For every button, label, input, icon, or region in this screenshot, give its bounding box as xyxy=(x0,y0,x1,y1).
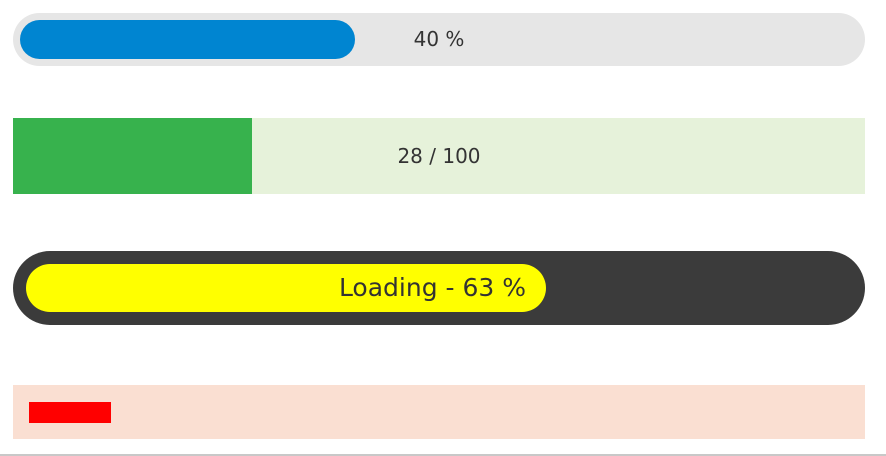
progress-bar-count: 28 / 100 xyxy=(13,118,865,194)
progress-label: 40 % xyxy=(413,27,465,51)
progress-bar-minimal xyxy=(13,385,865,439)
progress-fill xyxy=(13,118,252,194)
progress-bar-percent: 40 % xyxy=(13,13,865,66)
progress-fill xyxy=(20,20,355,59)
progress-bar-loading: Loading - 63 % xyxy=(13,251,865,325)
bottom-divider xyxy=(0,454,886,456)
progress-fill xyxy=(29,402,111,423)
progress-label: 28 / 100 xyxy=(397,144,481,168)
progress-fill: Loading - 63 % xyxy=(26,264,546,312)
progress-label: Loading - 63 % xyxy=(338,273,526,302)
